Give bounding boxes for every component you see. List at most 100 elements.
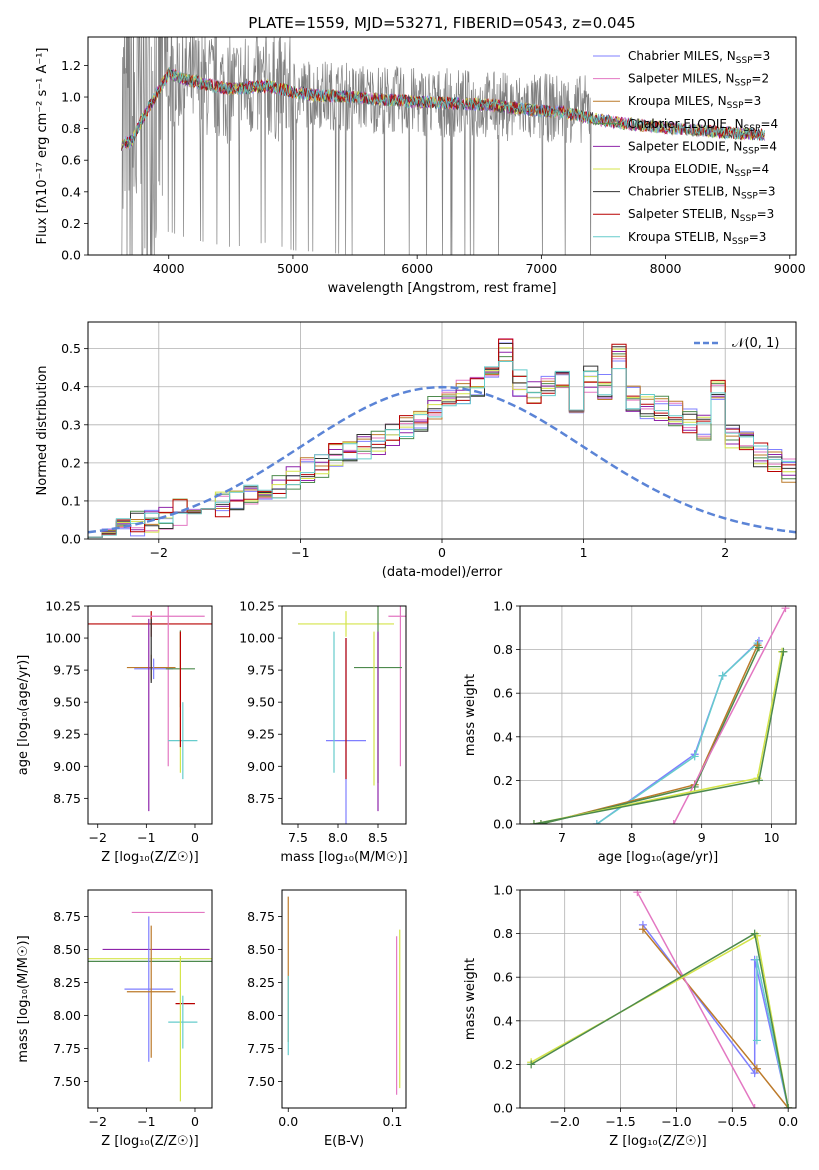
data-point-marker — [754, 776, 763, 785]
legend-entry: Salpeter ELODIE, NSSP=4 — [628, 139, 777, 156]
plot-area — [88, 338, 796, 538]
y-tick-label: 8.50 — [247, 942, 275, 957]
y-tick-label: 0.4 — [493, 729, 513, 744]
y-tick-label: 8.00 — [247, 1008, 275, 1023]
axes-frame — [519, 889, 797, 1109]
y-tick-label: 1.0 — [493, 883, 513, 898]
y-tick-label: 0.0 — [493, 817, 513, 832]
x-axis-label: mass [log₁₀(M/M☉)] — [280, 850, 407, 865]
x-tick-label: 0.0 — [278, 1114, 298, 1129]
x-tick-label: 9 — [698, 830, 706, 845]
data-point-marker — [750, 1069, 759, 1078]
plot-area — [529, 606, 790, 824]
y-tick-label: 9.25 — [247, 727, 275, 742]
panel-age-vs-mass: 7.5 8.0 8.5 8.75 9.00 9.25 9.50 9.75 10.00 10.25 m… — [239, 599, 407, 866]
x-tick-label: −2 — [89, 830, 107, 845]
data-point-marker — [592, 820, 601, 824]
axes-frame — [281, 889, 407, 1109]
legend-entry: Chabrier MILES, NSSP=3 — [628, 49, 770, 66]
x-axis-label: Z [log₁₀(Z/Z☉)] — [609, 1134, 706, 1149]
mass-weight-line — [530, 934, 789, 1108]
y-tick-label: 1.0 — [61, 90, 81, 105]
data-point-marker — [669, 820, 678, 824]
panel-massweight-vs-age: 7 8 9 10 0.0 0.2 0.4 0.6 0.8 1.0 age [log₁₀(age/yr… — [463, 599, 797, 865]
data-point-marker — [754, 643, 763, 652]
legend-entry: Chabrier ELODIE, NSSP=4 — [628, 117, 778, 134]
data-point-marker — [529, 820, 538, 824]
y-tick-label: 0.3 — [61, 417, 81, 432]
legend-entry: 𝒩(0, 1) — [732, 336, 779, 351]
data-point-marker — [781, 606, 790, 613]
y-tick-label: 0.0 — [493, 1101, 513, 1116]
y-tick-label: 8.50 — [53, 942, 81, 957]
legend: Chabrier MILES, NSSP=3 Salpeter MILES, NS… — [593, 49, 778, 247]
x-tick-label: 4000 — [153, 261, 185, 276]
y-tick-label: 9.00 — [53, 759, 81, 774]
x-tick-label: 7 — [558, 830, 566, 845]
x-tick-label: 8.0 — [328, 830, 348, 845]
x-tick-label: −0.5 — [717, 1114, 747, 1129]
axes-frame — [519, 605, 797, 825]
legend-entry: Chabrier STELIB, NSSP=3 — [628, 185, 776, 202]
y-tick-label: 1.2 — [61, 58, 81, 73]
legend-entry: Salpeter STELIB, NSSP=3 — [628, 207, 774, 224]
x-tick-label: 0.0 — [778, 1114, 798, 1129]
y-tick-label: 0.4 — [61, 184, 81, 199]
panel-age-vs-Z: −2 −1 0 8.75 9.00 9.25 9.50 9.75 10.00 10.25 Z [lo… — [16, 599, 213, 865]
panel-massweight-vs-Z: −2.0 −1.5 −1.0 −0.5 0.0 0.0 0.2 0.4 0.6 0.8 1.0 Z [… — [463, 883, 798, 1150]
y-tick-label: 9.50 — [247, 695, 275, 710]
data-point-marker — [690, 752, 699, 761]
y-tick-label: 0.8 — [61, 121, 81, 136]
x-axis-label: E(B-V) — [324, 1134, 364, 1149]
y-tick-label: 8.25 — [53, 975, 81, 990]
x-tick-label: 0.1 — [383, 1114, 403, 1129]
y-axis-label: mass [log₁₀(M/M☉)] — [16, 935, 31, 1062]
y-tick-label: 0.2 — [493, 773, 513, 788]
data-point-marker — [784, 1104, 793, 1108]
y-tick-label: 0.5 — [61, 341, 81, 356]
y-tick-label: 0.2 — [61, 455, 81, 470]
y-tick-label: 0.4 — [493, 1013, 513, 1028]
y-axis-label: mass weight — [463, 674, 478, 756]
panel-mass-vs-EBV: 0.0 0.1 7.50 7.75 8.00 8.25 8.50 8.75 E(B-V) — [247, 889, 407, 1149]
x-axis-label: wavelength [Angstrom, rest frame] — [328, 281, 557, 296]
y-tick-label: 10.00 — [45, 631, 81, 646]
y-tick-label: 0.6 — [493, 686, 513, 701]
y-tick-label: 9.50 — [53, 695, 81, 710]
normal-curve — [88, 385, 796, 534]
y-tick-label: 8.75 — [53, 791, 81, 806]
y-tick-label: 0.8 — [493, 642, 513, 657]
y-tick-label: 0.0 — [61, 532, 81, 547]
legend-entry: Kroupa STELIB, NSSP=3 — [628, 230, 766, 247]
x-tick-label: −1 — [137, 830, 155, 845]
x-tick-label: 0 — [438, 545, 446, 560]
x-tick-label: 7000 — [525, 261, 557, 276]
y-tick-label: 8.75 — [247, 909, 275, 924]
x-tick-label: −2 — [150, 545, 168, 560]
y-tick-label: 8.75 — [247, 791, 275, 806]
mass-weight-line — [596, 642, 759, 824]
data-point-marker — [718, 671, 727, 680]
x-tick-label: 8000 — [650, 261, 682, 276]
y-tick-label: 0.2 — [61, 216, 81, 231]
y-tick-label: 9.75 — [53, 663, 81, 678]
data-point-marker — [527, 1060, 536, 1069]
data-point-marker — [753, 641, 762, 650]
y-tick-label: 0.6 — [493, 970, 513, 985]
x-axis-label: (data-model)/error — [382, 565, 503, 580]
plot-area — [121, 37, 765, 255]
y-tick-label: 7.50 — [53, 1074, 81, 1089]
axes-frame — [281, 605, 407, 825]
x-tick-label: 2 — [721, 545, 729, 560]
axes-frame — [87, 36, 797, 256]
y-tick-label: 7.50 — [247, 1074, 275, 1089]
x-tick-label: −1.0 — [661, 1114, 691, 1129]
data-point-marker — [536, 820, 545, 824]
spectrum-model-line — [121, 67, 765, 151]
axes-frame — [87, 605, 213, 825]
legend-entry: Salpeter MILES, NSSP=2 — [628, 72, 769, 89]
y-tick-label: 0.2 — [493, 1057, 513, 1072]
legend-entry: Kroupa MILES, NSSP=3 — [628, 94, 761, 111]
plot-area — [298, 606, 406, 824]
